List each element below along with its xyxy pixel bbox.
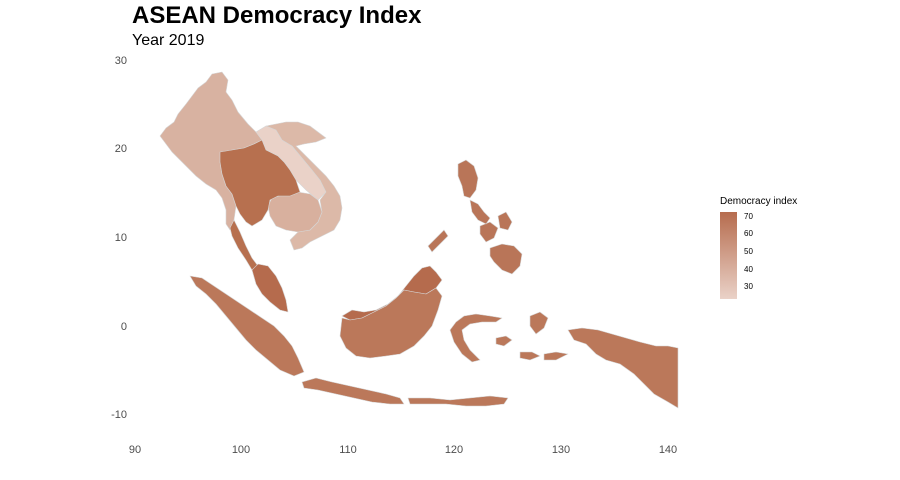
legend-label: 40 — [744, 265, 753, 274]
country-malaysia[interactable]: Malaysia — [251, 263, 289, 313]
country-philippines[interactable]: Philippines — [427, 159, 523, 275]
x-tick-label: 90 — [129, 444, 141, 456]
x-tick-label: 140 — [659, 444, 677, 456]
x-tick-label: 130 — [552, 444, 570, 456]
y-tick-label: 0 — [121, 321, 127, 333]
legend-title: Democracy index — [720, 196, 798, 207]
legend-label: 50 — [744, 247, 753, 256]
x-tick-label: 110 — [339, 444, 357, 456]
legend: 70 60 50 40 30 — [720, 212, 753, 299]
country-indonesia[interactable]: Indonesia — [189, 275, 679, 409]
x-axis: 90 100 110 120 130 140 — [129, 444, 677, 456]
legend-label: 70 — [744, 212, 753, 221]
country-cambodia[interactable]: Cambodia — [267, 191, 323, 233]
legend-label: 60 — [744, 229, 753, 238]
y-tick-label: 20 — [115, 143, 127, 155]
y-tick-label: 30 — [115, 55, 127, 67]
y-tick-label: 10 — [115, 232, 127, 244]
legend-colorbar — [720, 212, 737, 299]
countries: Myanmar Laos Vietnam Cambodia Thailand M… — [159, 71, 679, 409]
x-tick-label: 120 — [445, 444, 463, 456]
country-myanmar[interactable]: Myanmar — [159, 71, 263, 231]
y-axis: 30 20 10 0 -10 — [111, 55, 127, 421]
map-title: ASEAN Democracy Index — [132, 2, 422, 29]
y-tick-label: -10 — [111, 409, 127, 421]
x-tick-label: 100 — [232, 444, 250, 456]
country-vietnam[interactable]: Vietnam — [265, 121, 343, 251]
map-subtitle: Year 2019 — [132, 32, 205, 49]
legend-label: 30 — [744, 282, 753, 291]
